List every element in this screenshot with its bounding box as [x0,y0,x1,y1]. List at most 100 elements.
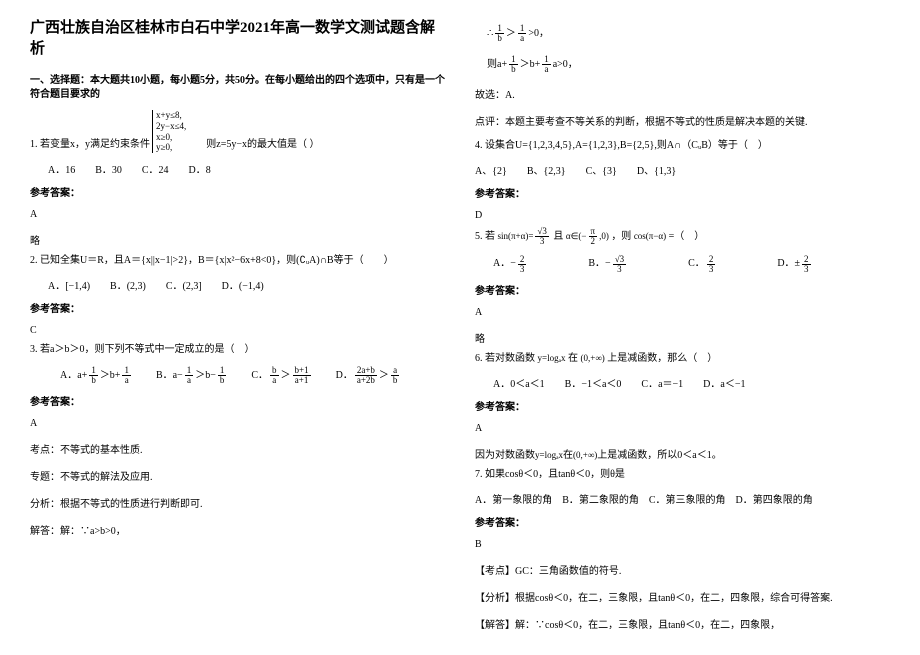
section-1-head: 一、选择题：本大题共10小题，每小题5分，共50分。在每小题给出的四个选项中，只… [30,74,445,102]
q5-pi2: π2 [589,227,598,246]
q3-jd: 解答：解：∵a>b>0， [30,522,445,537]
q5-alpha2: ,0) [599,231,609,241]
q6-ec: 上是减函数，所以 [597,450,677,461]
q4-ans: D [475,210,890,221]
q4-opts: A、{2} B、{2,3} C、{3} D、{1,3} [475,162,890,177]
q5-note: 略 [475,330,890,345]
q1-c1: x+y≤8, [156,110,186,121]
q5-ans-label: 参考答案： [475,282,890,297]
q7-ans: B [475,539,890,550]
q1-c4: y≥0, [156,142,186,153]
q3-ans: A [30,418,445,429]
q5-pm: ± [795,258,801,269]
left-column: 广西壮族自治区桂林市白石中学2021年高一数学文测试题含解析 一、选择题：本大题… [30,18,445,637]
q1-ans-label: 参考答案： [30,184,445,199]
q5-stem: 5. 若 sin(π+α)=√33 且 α∈(−π2,0) ，则 cos(π−α… [475,227,890,246]
page: 广西壮族自治区桂林市白石中学2021年高一数学文测试题含解析 一、选择题：本大题… [0,0,920,655]
q3-fx: 分析：根据不等式的性质进行判断即可. [30,495,445,510]
q6-c: 上是减函数，那么（ ） [607,353,717,364]
q1-stem-a: 1. 若变量x，y满足约束条件 [30,137,150,153]
q6-a: 6. 若对数函数 [475,353,535,364]
q2-ans-label: 参考答案： [30,300,445,315]
r2b: ＞b+ [520,59,541,70]
r1-f1: 1b [495,24,504,43]
q5-sin: sin(π+α)= [498,231,534,241]
q3-stem: 3. 若a＞b＞0，则下列不等式中一定成立的是（ ） [30,342,445,358]
r2-f1: 1b [509,55,518,74]
q3-frac-1b: 1b [89,366,98,385]
q7-stem: 7. 如果cosθ＜0，且tanθ＜0，则θ是 [475,467,890,483]
r4: 点评：本题主要考查不等关系的判断，根据不等式的性质是解决本题的关键. [475,113,890,128]
q6-eb: 在 [563,450,573,461]
q5-oA: A． [493,258,510,269]
q6-zai: 0＜a＜1 [677,450,711,461]
q2-stem: 2. 已知全集U＝R，且A＝{x||x−1|>2}，B＝{x|x²−6x+8<0… [30,253,445,269]
q5-optA: A．−23 [493,254,528,273]
q7-kd: 【考点】GC：三角函数值的符号. [475,562,890,577]
q1-note: 略 [30,232,445,247]
q5-oC: C． [688,258,705,269]
q6-dom: (0,+∞) [581,353,605,363]
q3-frac-b1a1: b+1a+1 [293,366,311,385]
q5-cos: cos(π−α) [634,231,666,241]
q7-opts: A．第一象限的角 B．第二象限的角 C．第三象限的角 D．第四象限的角 [475,491,890,506]
q7-jd: 【解答】解：∵cosθ＜0，在二，三象限，且tanθ＜0，在二，四象限， [475,616,890,631]
q2-opts: A．[−1,4) B．(2,3) C．(2,3] D．(−1,4) [48,277,445,292]
q3-frac-1a2: 1a [185,366,194,385]
q5-optD: D．±23 [777,254,812,273]
q3-opts: A．a+1b＞b+1a B．a−1a＞b−1b C．ba＞b+1a+1 D．2a… [60,366,445,385]
q5-neg2: − [605,258,611,269]
q3-zt: 专题：不等式的解法及应用. [30,468,445,483]
q3-optD-b: ＞ [379,370,389,381]
r2-f2: 1a [542,55,551,74]
r1: ∴1b＞1a>0， [487,24,890,43]
r2c: a>0， [553,59,578,70]
q5-oD: D． [777,258,794,269]
q6-dom2: (0,+∞) [573,450,597,460]
r2: 则a+1b＞b+1aa>0， [487,55,890,74]
q6-ans-label: 参考答案： [475,398,890,413]
q1-c3: x≥0, [156,132,186,143]
q5-alpha: α∈(− [566,231,587,241]
q7-fx: 【分析】根据cosθ＜0，在二，三象限，且tanθ＜0，在二，四象限，综合可得答… [475,589,890,604]
q6-fn2: y=logₐx [535,450,563,460]
r3: 故选：A. [475,86,890,101]
right-column: ∴1b＞1a>0， 则a+1b＞b+1aa>0， 故选：A. 点评：本题主要考查… [475,18,890,637]
q3-optD-a: D． [336,370,353,381]
q6-ea: 因为对数函数 [475,450,535,461]
q6-expl: 因为对数函数y=logₐx在(0,+∞)上是减函数，所以0＜a＜1。 [475,446,890,461]
q5-sqrt3-3: √33 [535,227,548,246]
q5-f4: 23 [802,255,811,274]
q5-a: 5. 若 [475,231,495,242]
q1-stem-b: 则z=5y−x的最大值是（ ） [206,137,319,153]
q5-c: ，则 [611,231,631,242]
q5-f2: √33 [613,255,626,274]
q6-opts: A．0＜a＜1 B．−1＜a＜0 C．a＝−1 D．a＜−1 [493,375,890,390]
q5-optB: B．−√33 [588,254,628,273]
q2-ans: C [30,325,445,336]
q7-ans-label: 参考答案： [475,514,890,529]
q1-brace: x+y≤8, 2y−x≤4, x≥0, y≥0, [152,110,186,153]
q5-optC: C．23 [688,254,717,273]
q4-ans-label: 参考答案： [475,185,890,200]
q5-ans: A [475,307,890,318]
q3-optC-b: ＞ [281,370,291,381]
q6-ed: 。 [712,450,722,461]
q1-stem: 1. 若变量x，y满足约束条件 x+y≤8, 2y−x≤4, x≥0, y≥0,… [30,110,445,153]
q1-ans: A [30,209,445,220]
q5-opts: A．−23 B．−√33 C．23 D．±23 [493,254,890,273]
doc-title: 广西壮族自治区桂林市白石中学2021年高一数学文测试题含解析 [30,18,445,60]
q5-f3: 23 [707,255,716,274]
q3-optB-a: B．a− [156,370,183,381]
q3-kd: 考点：不等式的基本性质. [30,441,445,456]
q5-oB: B． [588,258,605,269]
q5-b: 且 [553,231,563,242]
q3-optA-b: ＞b+ [100,370,121,381]
r1b: ＞ [506,28,516,39]
q5-d: =（ ） [669,231,705,242]
q3-frac-2ab: 2a+ba+2b [355,366,377,385]
r1a: ∴ [487,28,493,39]
q3-optB-b: ＞b− [195,370,216,381]
q3-frac-1a: 1a [122,366,131,385]
q6-b: 在 [568,353,578,364]
